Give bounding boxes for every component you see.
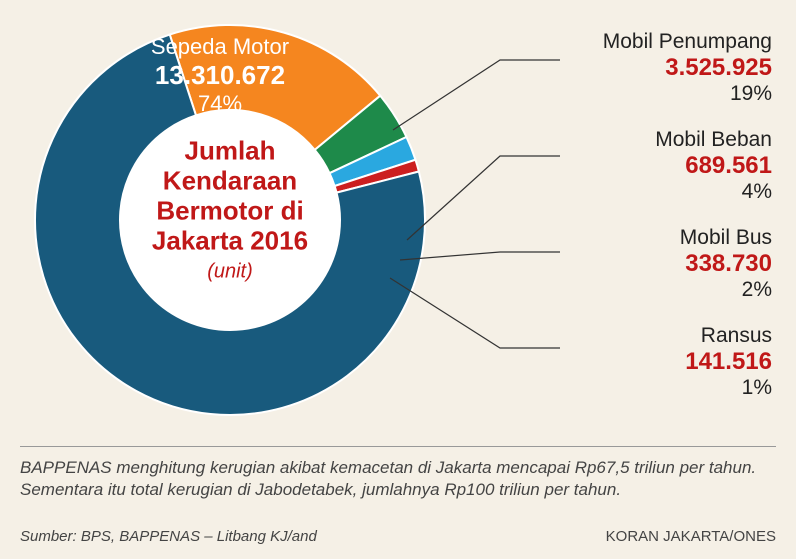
legend-value: 3.525.925 <box>512 54 772 82</box>
chart-center-title: Jumlah Kendaraan Bermotor di Jakarta 201… <box>130 137 330 257</box>
legend-percent: 19% <box>512 82 772 106</box>
source-row: Sumber: BPS, BAPPENAS – Litbang KJ/and K… <box>20 528 776 545</box>
legend-value: 338.730 <box>512 250 772 278</box>
legend-item-ransus: Ransus141.5161% <box>512 324 772 400</box>
donut-chart: Jumlah Kendaraan Bermotor di Jakarta 201… <box>30 10 430 410</box>
legend-value: 141.516 <box>512 348 772 376</box>
legend-item-mobil-bus: Mobil Bus338.7302% <box>512 226 772 302</box>
chart-center-unit: (unit) <box>130 260 330 283</box>
top-slice-percent: 74% <box>110 91 330 117</box>
legend-name: Mobil Penumpang <box>512 30 772 54</box>
legend-name: Ransus <box>512 324 772 348</box>
legend-item-mobil-penumpang: Mobil Penumpang3.525.92519% <box>512 30 772 106</box>
footnote: BAPPENAS menghitung kerugian akibat kema… <box>20 446 776 501</box>
legend-percent: 1% <box>512 376 772 400</box>
legend-item-mobil-beban: Mobil Beban689.5614% <box>512 128 772 204</box>
legend-percent: 2% <box>512 278 772 302</box>
legend: Mobil Penumpang3.525.92519% Mobil Beban68… <box>512 30 772 422</box>
source-text: Sumber: BPS, BAPPENAS – Litbang KJ/and <box>20 528 317 545</box>
top-slice-name: Sepeda Motor <box>110 34 330 60</box>
legend-percent: 4% <box>512 180 772 204</box>
credit-text: KORAN JAKARTA/ONES <box>606 528 776 545</box>
top-slice-label: Sepeda Motor 13.310.672 74% <box>110 34 330 117</box>
legend-name: Mobil Beban <box>512 128 772 152</box>
legend-name: Mobil Bus <box>512 226 772 250</box>
top-slice-value: 13.310.672 <box>110 60 330 91</box>
legend-value: 689.561 <box>512 152 772 180</box>
chart-center-label: Jumlah Kendaraan Bermotor di Jakarta 201… <box>130 137 330 284</box>
